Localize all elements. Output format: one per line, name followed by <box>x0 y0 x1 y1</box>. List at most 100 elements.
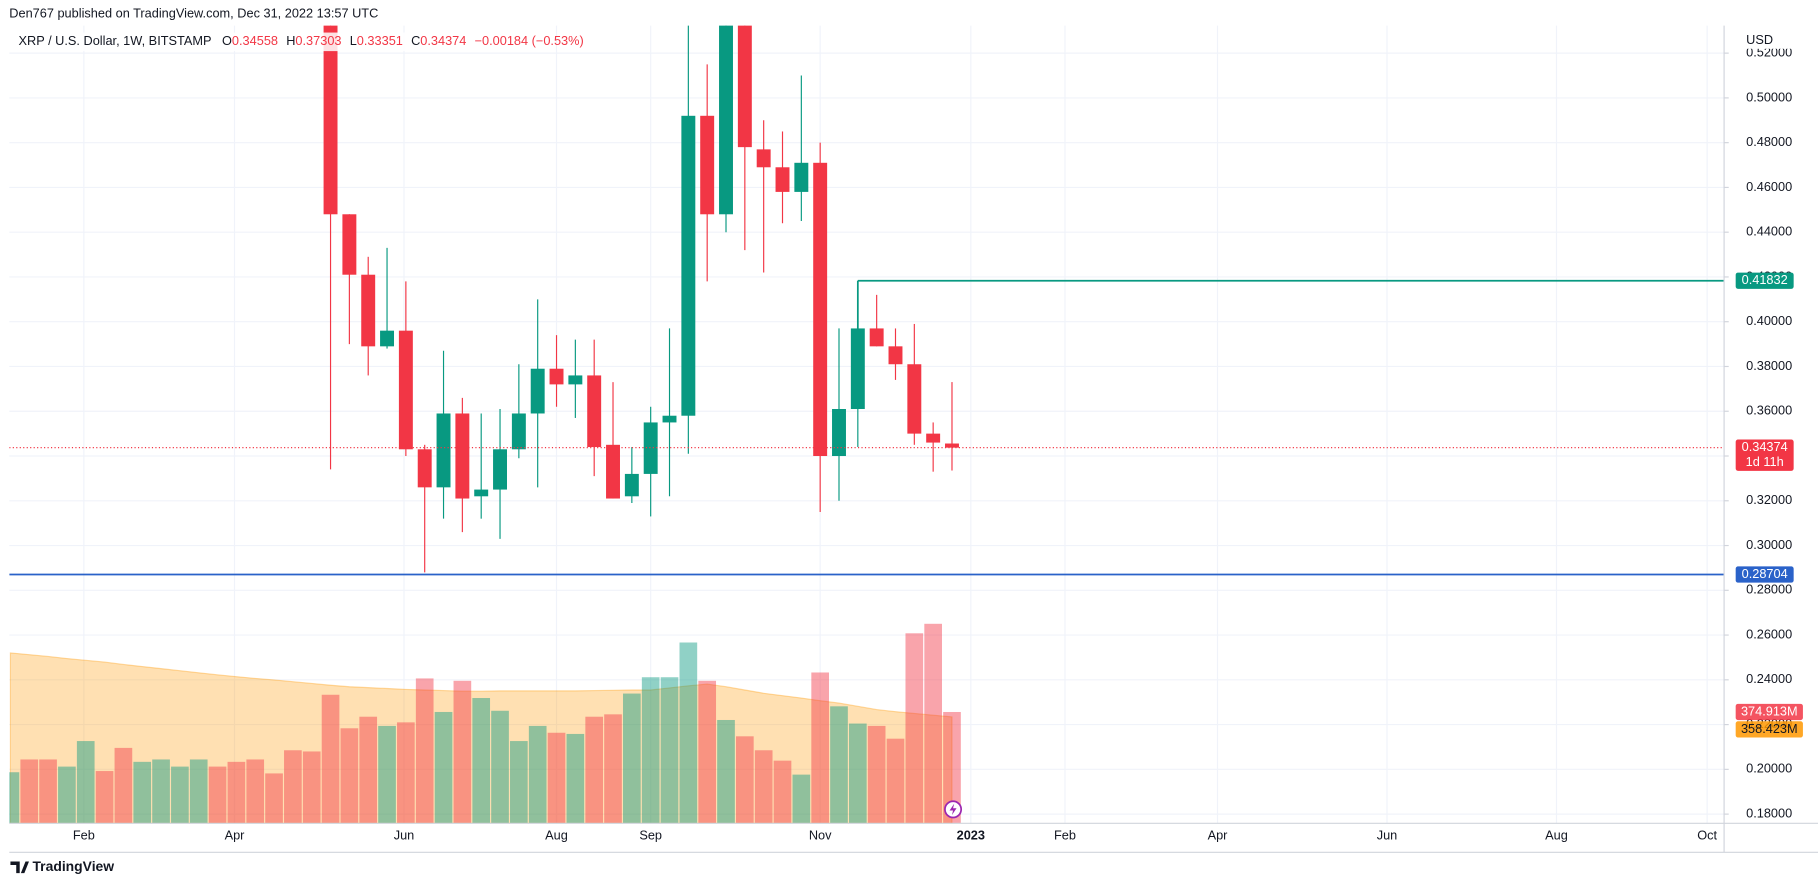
legend-key: H <box>286 33 295 48</box>
volume-bar <box>415 678 434 824</box>
volume-bar <box>302 751 321 824</box>
volume-bar <box>76 741 95 824</box>
volume-bar <box>510 741 528 824</box>
published-header: Den767 published on TradingView.com, Dec… <box>9 5 378 20</box>
candle-body <box>850 328 865 410</box>
grid <box>9 25 1725 824</box>
legend-low: 0.33351 <box>357 33 403 48</box>
volume-bar <box>566 733 585 824</box>
y-tick-label: 0.44000 <box>1746 224 1792 239</box>
y-tick-label: 0.24000 <box>1746 671 1792 686</box>
volume-bar <box>886 738 905 824</box>
candle-body <box>643 422 658 474</box>
volume-bar <box>623 693 641 824</box>
volume-bar <box>321 694 340 824</box>
y-tick-label: 0.46000 <box>1746 179 1792 194</box>
footer-brand: TradingView <box>32 858 114 874</box>
volume-bar <box>189 759 208 824</box>
last-price-label: 0.34374 <box>1742 439 1788 454</box>
candle-body <box>794 162 809 192</box>
volume-bar <box>924 623 942 824</box>
volume-bar <box>604 714 622 824</box>
volume-bar <box>943 711 961 824</box>
volume-bar <box>547 732 566 824</box>
candle-body <box>681 115 696 416</box>
x-tick-label: Apr <box>1208 827 1229 842</box>
volume-ma-label: 358.423M <box>1741 721 1798 736</box>
volume-bar <box>171 766 189 824</box>
candle-body <box>756 149 771 168</box>
volume-bar <box>660 677 679 824</box>
volume-bar <box>867 725 886 824</box>
volume-bar <box>284 750 302 824</box>
legend-close: 0.34374 <box>420 33 466 48</box>
volume-bar <box>472 698 491 824</box>
candle-body <box>398 330 413 450</box>
legend-key: L <box>350 33 357 48</box>
candle-body <box>832 409 846 457</box>
volume-bar <box>811 672 830 824</box>
x-tick-label: Aug <box>545 827 568 842</box>
y-tick-label: 0.32000 <box>1746 492 1792 507</box>
candle-body <box>888 346 903 365</box>
y-tick-label: 0.26000 <box>1746 626 1792 641</box>
volume-bar <box>792 774 811 824</box>
candle-body <box>737 25 752 148</box>
volume-bar <box>773 760 792 824</box>
candle-body <box>700 115 715 215</box>
candle-body <box>417 449 432 488</box>
volume-bar <box>378 725 396 824</box>
legend-key: O <box>222 33 232 48</box>
x-tick-label: 2023 <box>957 827 985 842</box>
price-label-bg <box>1735 272 1794 289</box>
legend-high: 0.37303 <box>295 33 341 48</box>
volume-bar <box>679 642 698 824</box>
volume-bar <box>227 761 246 824</box>
volume-bar <box>340 728 359 824</box>
axes: 0.180000.200000.220000.240000.260000.280… <box>73 45 1803 842</box>
volume-bar <box>905 633 924 824</box>
volume-bar <box>848 723 867 824</box>
candle-body <box>869 328 884 347</box>
price-label: 0.41832 <box>1742 272 1788 287</box>
candle-body <box>474 489 489 497</box>
volume-label-bg <box>1735 703 1803 721</box>
candle-body <box>455 413 470 499</box>
candle-body <box>511 413 526 450</box>
volume-bar <box>20 759 39 824</box>
candle-body <box>568 375 583 385</box>
candle-body <box>662 415 677 423</box>
volume-ma-area <box>9 652 953 824</box>
last-price-bg <box>1735 439 1794 471</box>
candle-body <box>907 364 922 434</box>
candle-body <box>530 368 545 414</box>
y-tick-label: 0.30000 <box>1746 537 1792 552</box>
candle-body <box>945 443 959 448</box>
volume-bar <box>114 747 133 824</box>
volume-bar <box>246 759 265 824</box>
volume-bar <box>9 772 20 824</box>
currency-bg <box>1727 32 1809 49</box>
y-tick-label: 0.50000 <box>1746 89 1792 104</box>
candle-body <box>493 449 507 490</box>
y-tick-label: 0.48000 <box>1746 134 1792 149</box>
x-tick-label: Sep <box>639 827 662 842</box>
volume-bar <box>58 766 76 824</box>
x-tick-label: Apr <box>225 827 246 842</box>
volume-bar <box>585 716 604 824</box>
y-tick-label: 0.36000 <box>1746 403 1792 418</box>
candle-body <box>624 473 639 497</box>
legend-key: C <box>411 33 420 48</box>
x-tick-label: Jun <box>1377 827 1398 842</box>
candle-body <box>380 330 395 347</box>
price-label-bg <box>1735 566 1794 583</box>
candle-body <box>361 274 376 347</box>
volume-bar <box>698 680 717 824</box>
price-pane <box>9 25 1725 576</box>
x-tick-label: Jun <box>394 827 415 842</box>
volume-bar <box>754 750 773 824</box>
legend-bg <box>13 32 527 52</box>
y-tick-label: 0.18000 <box>1746 805 1792 820</box>
